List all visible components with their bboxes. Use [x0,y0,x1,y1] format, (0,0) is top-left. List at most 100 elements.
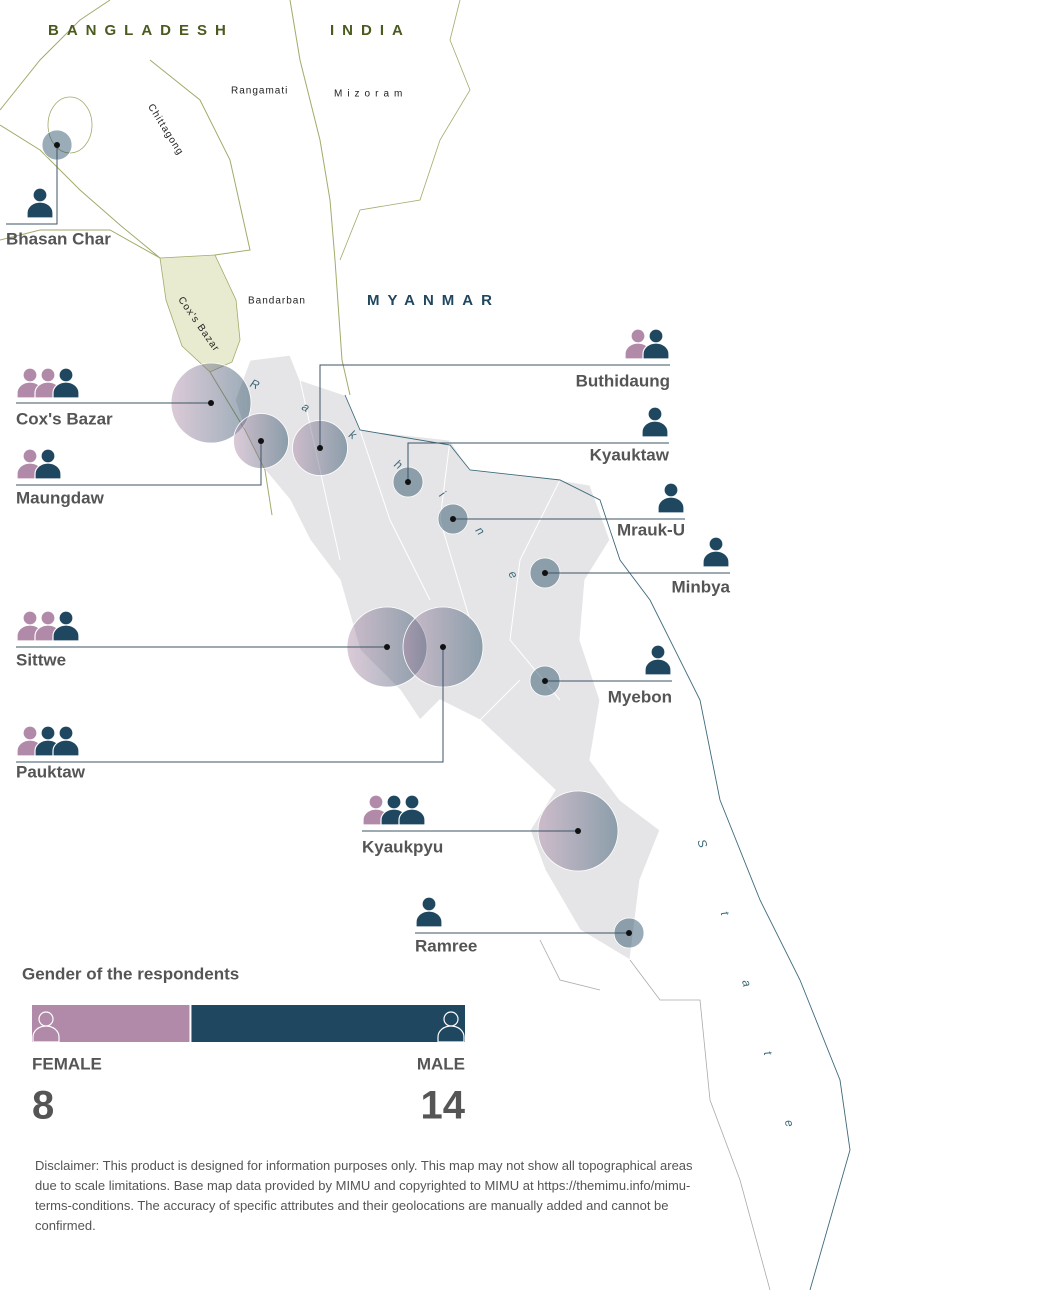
leader-line [319,364,670,448]
icon-head [58,725,74,741]
person-icon [16,367,44,399]
person-icon [52,725,80,757]
icon-head [40,610,56,626]
male-label: MALE [417,1054,465,1073]
person-icon [644,644,672,676]
icon-head [630,328,646,344]
border [0,0,351,396]
location-label: Cox's Bazar [16,409,113,428]
icon-head [421,896,437,912]
icon-head [58,367,74,383]
location-label: Ramree [415,936,477,955]
icon-head [40,367,56,383]
location-dot [450,516,456,522]
person-icon [642,328,670,360]
female-label: FEMALE [32,1054,102,1073]
person-icon [52,610,80,642]
icon-body [52,624,80,642]
icon-body [26,201,54,219]
region-label: Chittagong [145,102,185,157]
location-label: Pauktaw [16,762,86,781]
leader-line [407,442,669,482]
location-dot [626,930,632,936]
location-dot [440,644,446,650]
icon-head [368,794,384,810]
icon-head [404,794,420,810]
male-count: 14 [421,1084,466,1128]
icon-body [398,808,426,826]
country-label: MYANMAR [367,292,500,309]
person-icon [34,725,62,757]
male-bar [191,1005,466,1042]
region-label: Mizoram [334,89,407,100]
location-dot [575,828,581,834]
icon-head [38,1011,54,1027]
location-dot [258,438,264,444]
state-label: State [694,838,815,1194]
icon-body [642,342,670,360]
icon-body [52,381,80,399]
icon-head [22,610,38,626]
icon-head [708,536,724,552]
icon-body [415,910,443,928]
location-label: Buthidaung [576,371,670,390]
location-label: Bhasan Char [6,229,111,248]
icon-head [648,328,664,344]
country-label: INDIA [330,22,411,39]
person-icon [52,367,80,399]
icon-body [32,1025,60,1043]
region-label: Rangamati [231,86,288,97]
icon-head [647,406,663,422]
person-icon [32,1011,60,1043]
icon-head [650,644,666,660]
location-dot [542,678,548,684]
person-icon [657,482,685,514]
coast-south [539,939,771,1291]
location-dot [54,142,60,148]
gender-title: Gender of the respondents [22,964,239,983]
icon-head [32,187,48,203]
leader-line [16,647,444,763]
icon-head [58,610,74,626]
region-label: Bandarban [248,296,306,307]
icon-head [40,448,56,464]
icon-body [641,420,669,438]
location-label: Sittwe [16,650,66,669]
location-label: Mrauk-U [617,520,685,539]
icon-head [22,725,38,741]
india-border [339,0,471,261]
person-icon [437,1011,465,1043]
person-icon [641,406,669,438]
location-label: Minbya [671,577,730,596]
location-dot [542,570,548,576]
location-dot [317,445,323,451]
icon-head [22,448,38,464]
leader-line [6,145,58,225]
coxs-bazar-area [159,254,241,373]
icon-head [443,1011,459,1027]
person-icon [26,187,54,219]
person-icon [702,536,730,568]
icon-head [386,794,402,810]
icon-body [644,658,672,676]
icon-body [52,739,80,757]
location-label: Kyauktaw [590,445,670,464]
icon-body [437,1025,465,1043]
icon-head [40,725,56,741]
state-label-text: State [694,838,747,1194]
person-icon [398,794,426,826]
disclaimer: Disclaimer: This product is designed for… [35,1158,693,1233]
location-label: Kyaukpyu [362,837,443,856]
female-count: 8 [32,1084,54,1128]
icon-body [657,496,685,514]
location-label: Myebon [608,687,672,706]
country-label: BANGLADESH [48,22,234,39]
location-label: Maungdaw [16,488,105,507]
person-icon [415,896,443,928]
leader-line [16,441,262,486]
icon-body [34,462,62,480]
icon-head [663,482,679,498]
location-dot [405,479,411,485]
